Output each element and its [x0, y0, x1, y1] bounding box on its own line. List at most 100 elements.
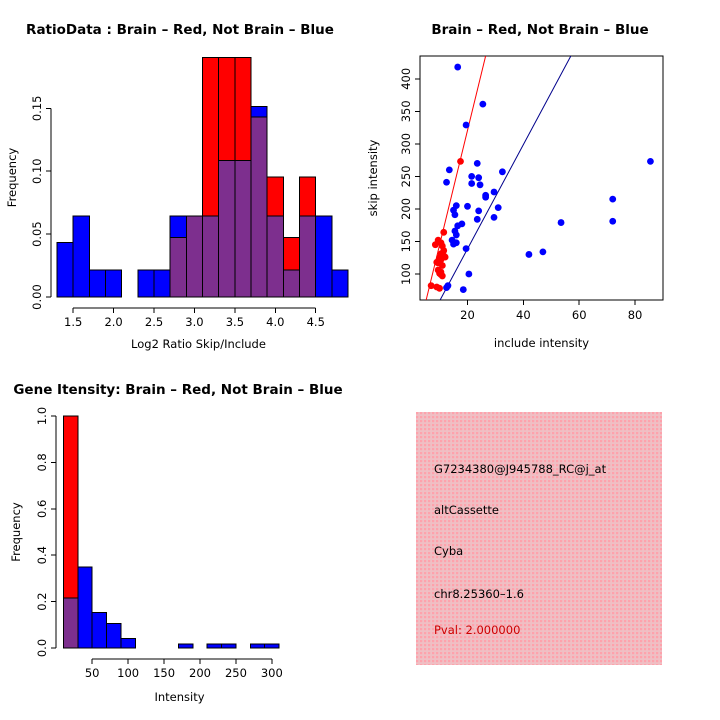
y-tick-label: 0.10	[30, 158, 44, 184]
panel-gene-histogram: Gene Itensity: Brain – Red, Not Brain – …	[0, 360, 360, 720]
x-axis-label: include intensity	[494, 336, 589, 350]
histogram-bar	[299, 176, 317, 217]
histogram-bar-overlap	[169, 236, 187, 298]
x-tick-label: 300	[261, 666, 283, 680]
scatter-point-not-brain	[464, 202, 471, 210]
x-tick-label: 80	[628, 308, 643, 322]
scatter-point-not-brain	[450, 240, 457, 248]
histogram-bar	[88, 269, 107, 298]
scatter-point-not-brain	[647, 158, 654, 165]
panel-scatter: Brain – Red, Not Brain – Blue 100 150 200 2…	[360, 0, 720, 360]
histogram-bar-overlap	[299, 215, 317, 298]
histogram-bar	[234, 56, 252, 162]
scatter-point-not-brain	[475, 207, 483, 215]
x-tick-label: 250	[225, 666, 247, 680]
y-tick-label: 0.6	[35, 500, 49, 518]
histogram-bar	[177, 643, 194, 649]
histogram-bar-overlap	[202, 215, 220, 298]
scatter-point-not-brain	[465, 270, 473, 278]
ratio-histogram-plot: 0.00 0.05 0.10 0.15 Frequency 1.5 2.0 2.5 3.0 3.5…	[5, 56, 349, 351]
x-tick-label: 20	[460, 308, 475, 322]
genomic-location-label: chr8.25360–1.6	[434, 587, 524, 601]
scatter-point-not-brain	[459, 286, 467, 293]
histogram-bar	[91, 612, 108, 649]
y-tick-label: 100	[399, 263, 413, 285]
x-tick-label: 100	[117, 666, 139, 680]
y-tick-label: 0.15	[30, 96, 44, 122]
scatter-point-not-brain	[452, 231, 460, 239]
plot-frame	[419, 55, 664, 301]
event-type-label: altCassette	[434, 503, 499, 517]
y-tick-label: 400	[399, 68, 413, 90]
histogram-bar	[137, 269, 155, 298]
gene-histogram-title: Gene Itensity: Brain – Red, Not Brain – …	[13, 382, 343, 398]
histogram-bar	[106, 623, 122, 649]
scatter-point-not-brain	[557, 219, 565, 226]
x-tick-label: 50	[85, 666, 100, 680]
histogram-bar-overlap	[250, 116, 268, 298]
histogram-bar-overlap	[62, 597, 79, 649]
scatter-point-not-brain	[479, 100, 487, 108]
probe-id-label: G7234380@J945788_RC@j_at	[434, 462, 607, 476]
x-tick-label: 3.0	[185, 315, 203, 329]
histogram-bar	[282, 236, 301, 271]
y-axis-label: skip intensity	[366, 139, 380, 216]
scatter-point-not-brain	[609, 195, 617, 203]
histogram-bar-overlap	[282, 269, 301, 298]
histogram-bar	[331, 269, 349, 298]
scatter-point-not-brain	[476, 181, 484, 189]
histogram-bar	[266, 176, 284, 217]
scatter-point-not-brain	[475, 174, 483, 182]
x-tick-label: 60	[572, 308, 587, 322]
scatter-point-not-brain	[482, 193, 490, 201]
x-tick-label: 4.5	[307, 315, 325, 329]
scatter-point-not-brain	[473, 159, 481, 167]
y-axis-label: Frequency	[5, 148, 19, 208]
histogram-bar	[315, 215, 333, 298]
x-tick-label: 40	[516, 308, 531, 322]
x-tick-label: 200	[189, 666, 211, 680]
histogram-bar	[153, 269, 171, 298]
panel-info: G7234380@J945788_RC@j_at altCassette Cyb…	[360, 360, 720, 720]
y-tick-label: 0.2	[35, 592, 49, 610]
y-tick-label: 0.0	[35, 639, 49, 657]
x-axis-label: Log2 Ratio Skip/Include	[131, 337, 266, 351]
scatter-point-not-brain	[468, 180, 476, 187]
x-tick-label: 2.5	[145, 315, 163, 329]
scatter-point-not-brain	[609, 217, 617, 225]
gene-symbol-label: Cyba	[434, 544, 464, 558]
x-tick-label: 1.5	[64, 315, 82, 329]
gene-bars	[62, 415, 280, 649]
scatter-point-brain	[436, 284, 443, 292]
x-tick-label: 2.0	[104, 315, 122, 329]
pvalue-label: Pval: 2.000000	[434, 623, 521, 637]
scatter-point-brain	[440, 228, 448, 236]
y-tick-label: 0.8	[35, 453, 49, 471]
scatter-point-brain	[431, 241, 439, 249]
scatter-point-not-brain	[462, 121, 470, 129]
scatter-title: Brain – Red, Not Brain – Blue	[431, 22, 649, 38]
histogram-bar	[120, 638, 136, 649]
x-axis-label: Intensity	[154, 690, 204, 704]
histogram-bar	[77, 566, 93, 649]
scatter-point-not-brain	[451, 211, 459, 219]
histogram-bar	[218, 56, 236, 162]
y-tick-label: 1.0	[35, 407, 49, 425]
y-tick-label: 0.05	[30, 221, 44, 247]
scatter-point-not-brain	[443, 284, 450, 292]
histogram-bar	[202, 56, 220, 217]
scatter-point-not-brain	[462, 245, 470, 252]
scatter-point-not-brain	[490, 188, 498, 196]
x-tick-label: 4.0	[266, 315, 284, 329]
scatter-point-not-brain	[473, 215, 481, 223]
panel-ratio-histogram: RatioData : Brain – Red, Not Brain – Blu…	[0, 0, 360, 360]
scatter-point-brain	[457, 158, 464, 165]
histogram-bar-overlap	[266, 215, 284, 298]
histogram-bar	[72, 215, 90, 298]
histogram-bar-overlap	[218, 160, 236, 298]
scatter-point-not-brain	[454, 222, 462, 230]
scatter-point-not-brain	[539, 248, 547, 256]
histogram-bar	[105, 269, 123, 298]
scatter-content	[425, 56, 654, 300]
